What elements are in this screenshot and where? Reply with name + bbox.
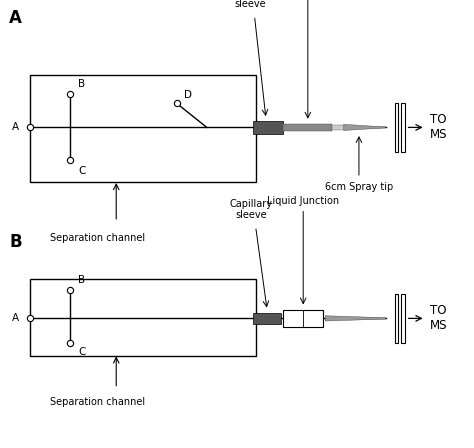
Text: B: B	[78, 276, 85, 285]
Bar	[401, 103, 405, 151]
Polygon shape	[325, 316, 386, 321]
Text: TO
MS: TO MS	[430, 113, 448, 142]
Bar	[401, 294, 405, 343]
Bar	[253, 313, 281, 324]
Text: 6cm Spray tip: 6cm Spray tip	[325, 182, 393, 192]
Text: B: B	[78, 79, 85, 89]
Bar	[283, 310, 323, 327]
Bar	[30, 279, 255, 356]
Text: A: A	[9, 9, 22, 27]
Text: D: D	[183, 90, 191, 100]
Text: Liquid Junction: Liquid Junction	[267, 196, 339, 206]
Bar	[283, 124, 332, 131]
Bar	[395, 103, 398, 151]
Polygon shape	[344, 125, 386, 130]
Text: A: A	[11, 122, 18, 133]
Text: Separation channel: Separation channel	[50, 397, 145, 407]
Bar	[30, 75, 255, 182]
Text: Separation channel: Separation channel	[50, 233, 145, 243]
Bar	[395, 294, 398, 343]
Text: C: C	[78, 166, 85, 176]
Bar	[332, 125, 344, 130]
Text: Capillary
sleeve: Capillary sleeve	[229, 199, 273, 220]
Text: Capillary
sleeve: Capillary sleeve	[228, 0, 271, 9]
Text: A: A	[11, 314, 18, 323]
Text: B: B	[9, 233, 22, 251]
Text: C: C	[78, 347, 85, 357]
Text: TO
MS: TO MS	[430, 304, 448, 332]
Bar	[253, 121, 283, 134]
